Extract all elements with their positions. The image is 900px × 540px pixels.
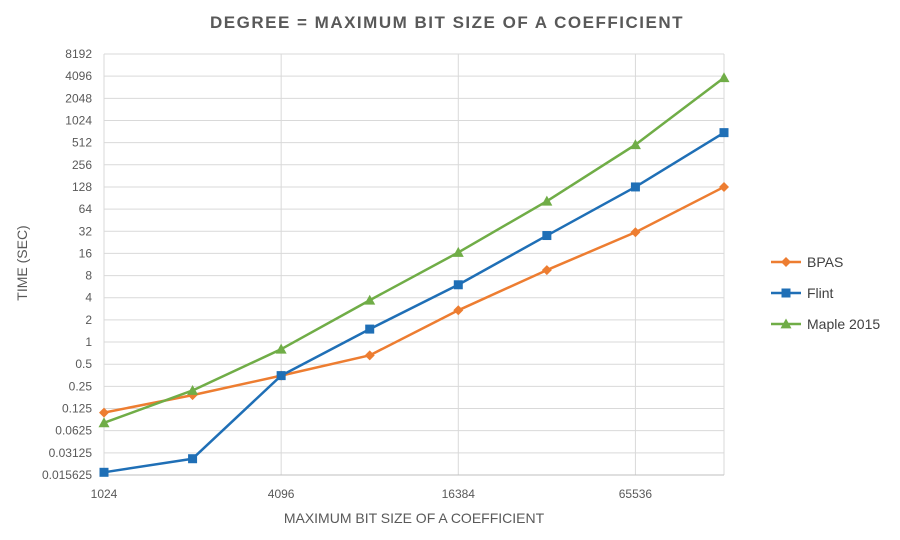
y-tick-label: 0.25 xyxy=(69,379,93,393)
y-tick-label: 0.015625 xyxy=(42,468,92,482)
x-tick-label: 1024 xyxy=(91,487,118,501)
series-maple-2015 xyxy=(98,72,730,428)
y-tick-label: 2048 xyxy=(65,91,92,105)
x-tick-label: 4096 xyxy=(268,487,295,501)
y-tick-label: 1024 xyxy=(65,113,92,127)
data-point-bpas xyxy=(364,350,375,361)
data-point-flint xyxy=(99,467,109,477)
data-point-bpas xyxy=(630,227,641,238)
y-tick-label: 4096 xyxy=(65,69,92,83)
data-point-maple-2015 xyxy=(452,246,464,257)
y-tick-label: 16 xyxy=(79,246,93,260)
y-tick-label: 4 xyxy=(85,291,92,305)
y-tick-label: 8 xyxy=(85,269,92,283)
x-tick-labels: 1024 4096 16384 65536 xyxy=(91,487,653,501)
data-point-maple-2015 xyxy=(541,195,553,206)
x-tick-label: 65536 xyxy=(619,487,653,501)
y-tick-label: 32 xyxy=(79,224,93,238)
y-tick-labels: 0.015625 0.03125 0.0625 0.125 0.25 0.5 1 2 4 8 16 3… xyxy=(42,47,92,482)
data-point-maple-2015 xyxy=(98,417,110,428)
series-flint xyxy=(99,128,729,477)
y-tick-label: 64 xyxy=(79,202,93,216)
data-point-flint xyxy=(188,454,198,464)
x-axis-title: MAXIMUM BIT SIZE OF A COEFFICIENT xyxy=(284,510,545,526)
data-point-maple-2015 xyxy=(629,139,641,150)
data-point-maple-2015 xyxy=(187,384,199,395)
data-point-flint xyxy=(542,231,552,241)
data-point-bpas xyxy=(99,407,109,418)
data-point-flint xyxy=(276,371,286,381)
data-point-flint xyxy=(630,182,640,192)
series-line-bpas xyxy=(103,185,725,414)
legend-label: BPAS xyxy=(807,254,843,270)
series-line-flint xyxy=(103,131,725,474)
data-point-maple-2015 xyxy=(275,343,287,354)
y-tick-label: 256 xyxy=(72,158,92,172)
y-tick-label: 128 xyxy=(72,180,92,194)
y-tick-label: 0.03125 xyxy=(49,446,93,460)
legend-item-flint: Flint xyxy=(771,285,834,301)
legend: BPAS Flint Maple 2015 xyxy=(771,254,880,332)
legend-marker xyxy=(781,288,791,298)
legend-label: Maple 2015 xyxy=(807,316,880,332)
data-point-flint xyxy=(365,324,375,334)
series-layer xyxy=(98,72,730,477)
data-point-bpas xyxy=(541,265,552,276)
y-tick-label: 512 xyxy=(72,136,92,150)
x-tick-label: 16384 xyxy=(442,487,476,501)
gridlines xyxy=(103,53,725,476)
y-tick-label: 0.125 xyxy=(62,402,92,416)
y-axis-title: TIME (SEC) xyxy=(14,225,30,300)
data-point-maple-2015 xyxy=(364,294,376,305)
data-point-maple-2015 xyxy=(718,72,730,83)
legend-marker xyxy=(781,257,791,267)
data-point-bpas xyxy=(719,181,729,192)
legend-item-bpas: BPAS xyxy=(771,254,843,270)
chart-title: DEGREE = MAXIMUM BIT SIZE OF A COEFFICIE… xyxy=(210,13,684,32)
y-tick-label: 0.0625 xyxy=(55,424,92,438)
data-point-bpas xyxy=(453,305,464,316)
y-tick-label: 2 xyxy=(85,313,92,327)
legend-item-maple-2015: Maple 2015 xyxy=(771,316,880,332)
data-point-flint xyxy=(453,280,463,290)
series-bpas xyxy=(99,181,729,418)
y-tick-label: 1 xyxy=(85,335,92,349)
legend-marker xyxy=(780,318,792,329)
series-line-maple-2015 xyxy=(103,76,725,424)
legend-label: Flint xyxy=(807,285,834,301)
y-tick-label: 8192 xyxy=(65,47,92,61)
data-point-flint xyxy=(719,128,729,138)
y-tick-label: 0.5 xyxy=(75,357,92,371)
